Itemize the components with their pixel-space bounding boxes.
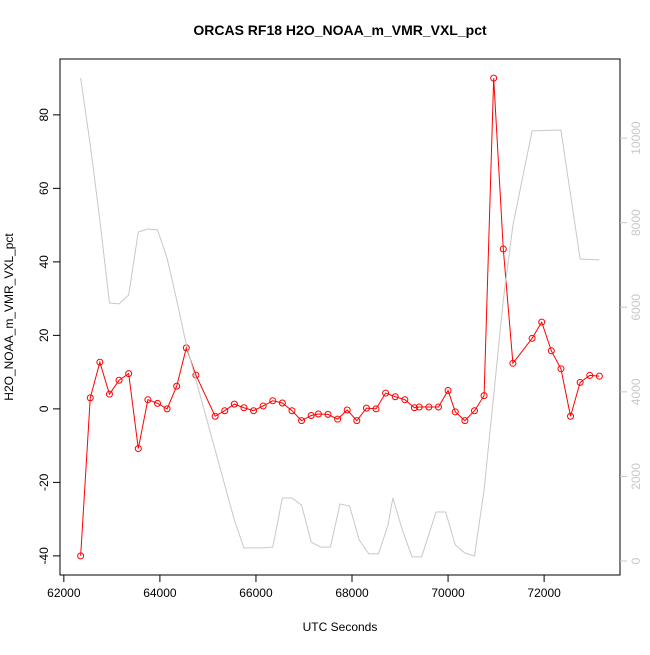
data-point	[173, 382, 181, 390]
y-tick-label: 0	[37, 405, 51, 412]
data-point	[557, 365, 565, 373]
data-point	[259, 402, 267, 410]
data-point	[490, 74, 498, 82]
data-point	[425, 403, 433, 411]
data-point	[211, 412, 219, 420]
data-point	[509, 359, 517, 367]
data-point	[480, 392, 488, 400]
data-point	[250, 407, 258, 415]
data-point	[134, 445, 142, 453]
data-point	[434, 403, 442, 411]
data-point	[324, 410, 332, 418]
data-point	[221, 407, 229, 415]
data-point	[314, 410, 322, 418]
data-line	[80, 77, 600, 558]
x-tick-label: 68000	[335, 586, 369, 600]
plot-box	[59, 58, 621, 576]
data-point	[372, 405, 380, 413]
y-axis-label: H2O_NOAA_m_VMR_VXL_pct	[2, 233, 16, 401]
x-tick-label: 62000	[47, 586, 81, 600]
y-tick-label: 20	[37, 328, 51, 342]
data-point	[538, 318, 546, 326]
data-point	[451, 408, 459, 416]
data-point	[528, 334, 536, 342]
data-point	[240, 404, 248, 412]
y2-tick-label: 0	[629, 557, 643, 564]
y-tick-label: 80	[37, 108, 51, 122]
data-point	[105, 390, 113, 398]
data-point	[230, 400, 238, 408]
data-point	[278, 399, 286, 407]
data-point	[269, 397, 277, 405]
y-tick-label: 40	[37, 255, 51, 269]
data-point	[415, 403, 423, 411]
y2-tick-label: 6000	[629, 294, 643, 321]
data-point	[334, 415, 342, 423]
data-point	[77, 552, 85, 560]
data-point	[96, 358, 104, 366]
data-point	[86, 394, 94, 402]
data-line	[80, 78, 600, 556]
x-tick-label: 70000	[431, 586, 465, 600]
y-tick-label: -20	[37, 473, 51, 491]
data-point	[461, 417, 469, 425]
chart-title: ORCAS RF18 H2O_NOAA_m_VMR_VXL_pct	[193, 22, 487, 38]
data-point	[499, 245, 507, 253]
data-point	[547, 347, 555, 355]
data-point	[153, 399, 161, 407]
data-point	[307, 411, 315, 419]
y2-tick-label: 10000	[629, 121, 643, 155]
data-point	[382, 389, 390, 397]
y2-tick-label: 2000	[629, 463, 643, 490]
data-point	[115, 376, 123, 384]
data-point	[298, 417, 306, 425]
data-point	[401, 396, 409, 404]
data-point	[595, 372, 603, 380]
y2-tick-label: 8000	[629, 209, 643, 236]
data-point	[576, 378, 584, 386]
data-point	[586, 371, 594, 379]
data-point	[144, 396, 152, 404]
data-point	[410, 404, 418, 412]
x-tick-label: 72000	[527, 586, 561, 600]
y2-tick-label: 4000	[629, 378, 643, 405]
y-tick-label: -40	[37, 547, 51, 565]
y-tick-label: 60	[37, 181, 51, 195]
data-point	[470, 407, 478, 415]
data-point	[567, 412, 575, 420]
data-point	[444, 387, 452, 395]
data-point	[163, 405, 171, 413]
x-tick-label: 64000	[143, 586, 177, 600]
data-point	[391, 393, 399, 401]
x-axis-label: UTC Seconds	[303, 620, 378, 634]
data-point	[343, 406, 351, 414]
data-point	[125, 370, 133, 378]
data-point	[353, 417, 361, 425]
data-point	[288, 407, 296, 415]
x-tick-label: 66000	[239, 586, 273, 600]
data-point	[362, 404, 370, 412]
